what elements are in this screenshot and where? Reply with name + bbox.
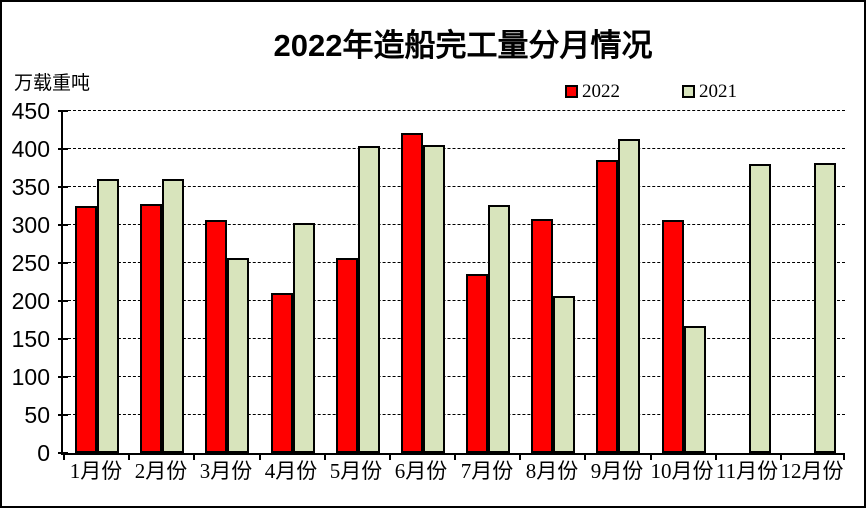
- bar-2022-1月份: [75, 206, 97, 453]
- x-axis-label-5月份: 5月份: [329, 459, 383, 483]
- x-axis-tick: [715, 453, 717, 460]
- gridline-450: [63, 110, 845, 111]
- bar-2022-5月份: [336, 258, 358, 453]
- y-axis-tick: [58, 338, 68, 340]
- bar-2022-10月份: [662, 220, 684, 453]
- x-axis-label-10月份: 10月份: [650, 459, 714, 483]
- bar-2022-3月份: [205, 220, 227, 453]
- x-axis-tick: [650, 453, 652, 460]
- x-axis-tick: [584, 453, 586, 460]
- gridline-200: [63, 300, 845, 301]
- y-axis-label-0: 0: [37, 440, 50, 466]
- x-axis-label-8月份: 8月份: [525, 459, 579, 483]
- bar-2021-12月份: [814, 163, 836, 453]
- bar-2022-4月份: [271, 293, 293, 453]
- legend-item-2022: 2022: [565, 82, 620, 101]
- bar-2021-7月份: [488, 205, 510, 453]
- gridline-300: [63, 224, 845, 225]
- y-axis-label-200: 200: [11, 288, 50, 314]
- x-axis-tick: [843, 453, 845, 460]
- y-axis-label-350: 350: [11, 174, 50, 200]
- y-axis-label-400: 400: [11, 136, 50, 162]
- x-axis-label-11月份: 11月份: [715, 459, 779, 483]
- bar-2021-2月份: [162, 179, 184, 453]
- y-axis-label-100: 100: [11, 364, 50, 390]
- gridline-50: [63, 414, 845, 415]
- x-axis-tick: [128, 453, 130, 460]
- x-axis-label-7月份: 7月份: [460, 459, 514, 483]
- bar-2022-8月份: [531, 219, 553, 453]
- x-axis-label-6月份: 6月份: [394, 459, 448, 483]
- gridline-350: [63, 186, 845, 187]
- x-axis-tick: [454, 453, 456, 460]
- bar-2021-11月份: [749, 164, 771, 453]
- x-axis-tick: [193, 453, 195, 460]
- gridline-100: [63, 376, 845, 377]
- x-axis-tick: [324, 453, 326, 460]
- x-axis-tick: [780, 453, 782, 460]
- gridline-150: [63, 338, 845, 339]
- y-axis-tick: [58, 452, 68, 454]
- y-axis-tick: [58, 186, 68, 188]
- y-axis-unit-label: 万载重吨: [14, 73, 91, 94]
- bar-2022-2月份: [140, 204, 162, 453]
- bar-2021-4月份: [293, 223, 315, 453]
- y-axis-tick: [58, 148, 68, 150]
- legend-swatch-2022-icon: [565, 85, 578, 98]
- chart-title: 2022年造船完工量分月情况: [273, 28, 653, 63]
- legend-label-2021: 2021: [699, 81, 737, 102]
- gridline-400: [63, 148, 845, 149]
- plot-area: [61, 110, 845, 460]
- x-axis-tick: [519, 453, 521, 460]
- gridline-250: [63, 262, 845, 263]
- bar-2021-5月份: [358, 146, 380, 453]
- x-axis-tick: [63, 453, 65, 460]
- bar-2021-9月份: [618, 139, 640, 453]
- y-axis-tick: [58, 376, 68, 378]
- x-axis-label-12月份: 12月份: [780, 459, 844, 483]
- y-axis-tick: [58, 300, 68, 302]
- y-axis-label-50: 50: [24, 402, 50, 428]
- y-axis-tick: [58, 414, 68, 416]
- x-axis-label-2月份: 2月份: [134, 459, 188, 483]
- x-axis-label-1月份: 1月份: [69, 459, 123, 483]
- bar-2022-9月份: [596, 160, 618, 453]
- legend-swatch-2021-icon: [682, 85, 695, 98]
- y-axis-label-300: 300: [11, 212, 50, 238]
- y-axis-tick: [58, 110, 68, 112]
- bar-2022-7月份: [466, 274, 488, 453]
- x-axis-label-9月份: 9月份: [590, 459, 644, 483]
- bar-2021-10月份: [684, 326, 706, 453]
- bar-2021-3月份: [227, 258, 249, 453]
- legend-item-2021: 2021: [682, 82, 737, 101]
- x-axis-label-4月份: 4月份: [264, 459, 318, 483]
- y-axis-label-450: 450: [11, 98, 50, 124]
- y-axis-label-250: 250: [11, 250, 50, 276]
- x-axis-tick: [389, 453, 391, 460]
- bar-2021-1月份: [97, 179, 119, 453]
- bar-2021-8月份: [553, 296, 575, 453]
- y-axis-label-150: 150: [11, 326, 50, 352]
- y-axis-tick: [58, 262, 68, 264]
- legend-label-2022: 2022: [582, 81, 620, 102]
- bar-2021-6月份: [423, 145, 445, 453]
- bar-2022-6月份: [401, 133, 423, 453]
- x-axis-label-3月份: 3月份: [199, 459, 253, 483]
- x-axis-tick: [259, 453, 261, 460]
- y-axis-tick: [58, 224, 68, 226]
